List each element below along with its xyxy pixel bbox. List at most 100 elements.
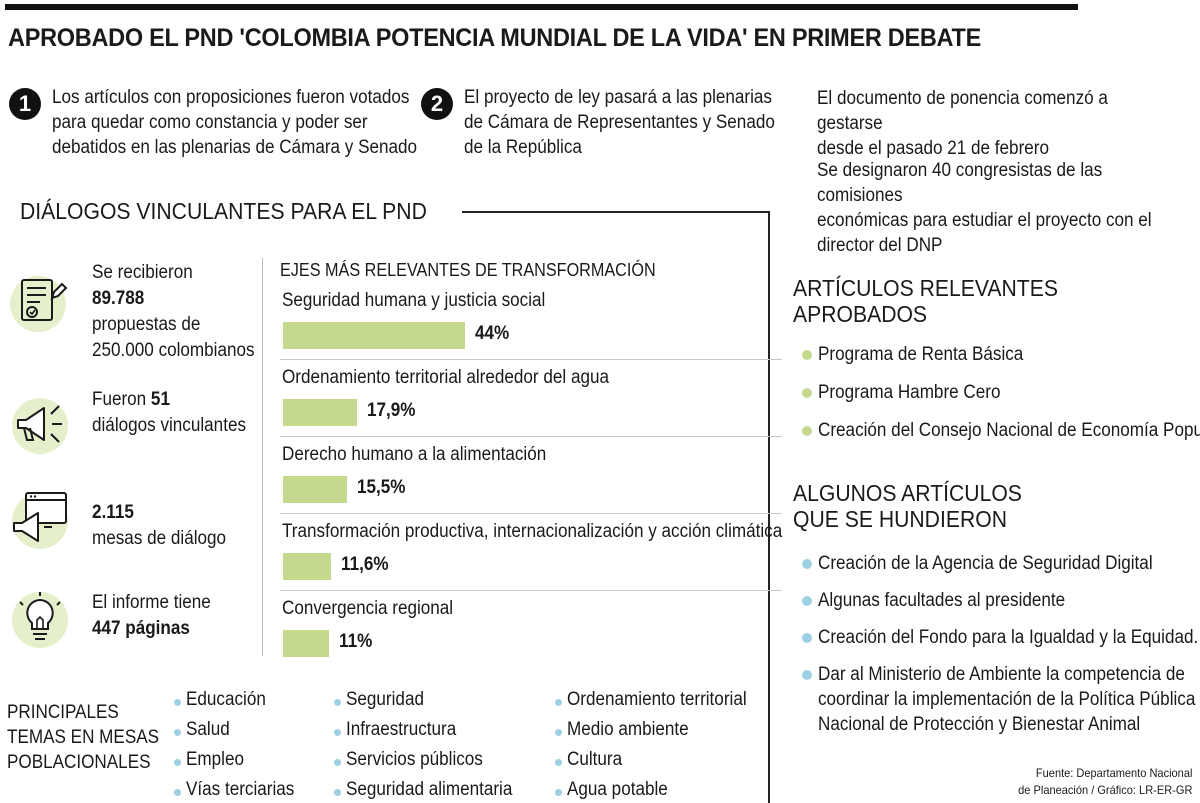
point-1-line-1: Los artículos con proposiciones fueron v… [52, 87, 410, 108]
relevante-item-line: Programa Hambre Cero [818, 382, 1001, 403]
bar-value-label: 11,6% [341, 554, 389, 575]
page-title: APROBADO EL PND 'COLOMBIA POTENCIA MUNDI… [8, 24, 981, 52]
point-1-text: Los artículos con proposiciones fueron v… [52, 85, 417, 160]
stat-propuestas: Se recibieron 89.788 propuestas de 250.0… [92, 260, 255, 364]
megaphone-icon [12, 398, 68, 454]
bullet-dot [802, 426, 812, 436]
stat-informe-value: 447 páginas [92, 618, 190, 639]
hundido-item: Dar al Ministerio de Ambiente la compete… [818, 662, 1195, 737]
info-congresistas-line-2: económicas para estudiar el proyecto con… [817, 210, 1152, 231]
info-congresistas-line-1: Se designaron 40 congresistas de las com… [817, 160, 1103, 206]
bar-label: Ordenamiento territorial alrededor del a… [282, 367, 609, 388]
source-credit: Fuente: Departamento Nacional de Planeac… [1018, 765, 1192, 799]
temas-title: PRINCIPALES TEMAS EN MESAS POBLACIONALES [7, 700, 159, 775]
stat-mesas: 2.115 mesas de diálogo [92, 500, 226, 552]
document-pen-icon [10, 276, 68, 332]
bar-separator [280, 513, 782, 514]
tema-dot [334, 759, 341, 766]
tema-item: Ordenamiento territorial [567, 689, 747, 710]
stat-propuestas-post2: 250.000 colombianos [92, 340, 255, 361]
hundidos-title: ALGUNOS ARTÍCULOS QUE SE HUNDIERON [793, 480, 1022, 532]
hundidos-title-line-1: ALGUNOS ARTÍCULOS [793, 480, 1022, 506]
bar-label: Convergencia regional [282, 598, 454, 619]
tema-dot [174, 759, 181, 766]
stat-dialogos-pre: Fueron [92, 389, 151, 410]
frame-right-line [768, 211, 770, 803]
point-2-text: El proyecto de ley pasará a las plenaria… [464, 85, 775, 160]
stat-dialogos: Fueron 51 diálogos vinculantes [92, 387, 246, 439]
tema-item: Empleo [186, 749, 244, 770]
stat-dialogos-value: 51 [150, 389, 170, 410]
frame-top-line [462, 211, 770, 213]
chart-title: EJES MÁS RELEVANTES DE TRANSFORMACIÓN [280, 260, 656, 280]
bullet-dot [802, 670, 812, 680]
stat-mesas-post1: mesas de diálogo [92, 528, 227, 549]
bar-value-label: 15,5% [357, 477, 406, 498]
relevante-item-line: Programa de Renta Básica [818, 344, 1024, 365]
bar-value-label: 17,9% [367, 400, 416, 421]
tema-item: Salud [186, 719, 230, 740]
bar [283, 630, 329, 657]
stat-propuestas-pre: Se recibieron [92, 262, 193, 283]
point-2-line-1: El proyecto de ley pasará a las plenaria… [464, 87, 772, 108]
hundido-item: Creación de la Agencia de Seguridad Digi… [818, 551, 1153, 576]
browser-megaphone-icon [12, 492, 68, 549]
point-2-line-2: de Cámara de Representantes y Senado [464, 112, 775, 133]
tema-dot [174, 789, 181, 796]
tema-item: Seguridad [346, 689, 424, 710]
bar [283, 553, 331, 580]
tema-dot [174, 729, 181, 736]
relevantes-title-line-1: ARTÍCULOS RELEVANTES [793, 275, 1058, 301]
tema-item: Agua potable [567, 779, 668, 800]
hundido-item-line: Dar al Ministerio de Ambiente la compete… [818, 664, 1185, 685]
tema-item: Seguridad alimentaria [346, 779, 513, 800]
bar-value-label: 44% [475, 323, 510, 344]
bar [283, 322, 465, 349]
info-congresistas: Se designaron 40 congresistas de las com… [817, 158, 1162, 258]
tema-dot [174, 699, 181, 706]
stat-mesas-value: 2.115 [92, 502, 134, 523]
tema-item: Vías terciarias [186, 779, 295, 800]
column-divider [262, 258, 263, 656]
point-1-line-2: para quedar como constancia y poder ser [52, 112, 368, 133]
tema-item: Cultura [567, 749, 623, 770]
temas-title-line-2: TEMAS EN MESAS [7, 727, 160, 748]
hundido-item-line: Nacional de Protección y Bienestar Anima… [818, 714, 1141, 735]
dialogos-title: DIÁLOGOS VINCULANTES PARA EL PND [20, 198, 427, 224]
info-ponencia: El documento de ponencia comenzó a gesta… [817, 86, 1162, 161]
bar-label: Seguridad humana y justicia social [282, 290, 546, 311]
bar-label: Transformación productiva, internacional… [282, 521, 783, 542]
relevantes-title: ARTÍCULOS RELEVANTES APROBADOS [793, 275, 1058, 327]
source-line-2: de Planeación / Gráfico: LR-ER-GR [1017, 783, 1192, 797]
bar [283, 399, 357, 426]
hundido-item-line: Algunas facultades al presidente [818, 590, 1066, 611]
tema-item: Servicios públicos [346, 749, 483, 770]
hundido-item: Creación del Fondo para la Igualdad y la… [818, 625, 1198, 650]
point-2-badge: 2 [421, 88, 453, 120]
temas-title-line-1: PRINCIPALES [7, 702, 119, 723]
info-ponencia-line-1: El documento de ponencia comenzó a gesta… [817, 88, 1108, 134]
bullet-dot [802, 596, 812, 606]
relevante-item: Creación del Consejo Nacional de Economí… [818, 418, 1200, 443]
tema-dot [555, 699, 562, 706]
stat-propuestas-value: 89.788 [92, 288, 145, 309]
tema-dot [555, 759, 562, 766]
stat-informe: El informe tiene 447 páginas [92, 590, 211, 642]
stat-dialogos-post1: diálogos vinculantes [92, 415, 247, 436]
tema-dot [555, 789, 562, 796]
point-2-line-3: de la República [464, 137, 582, 158]
hundido-item: Algunas facultades al presidente [818, 588, 1065, 613]
point-1-badge: 1 [9, 88, 41, 120]
tema-dot [334, 729, 341, 736]
temas-title-line-3: POBLACIONALES [7, 752, 151, 773]
tema-dot [334, 699, 341, 706]
hundido-item-line: coordinar la implementación de la Políti… [818, 689, 1196, 710]
bar-value-label: 11% [339, 631, 373, 652]
stat-propuestas-post1: propuestas de [92, 314, 201, 335]
bar-separator [280, 590, 782, 591]
tema-dot [334, 789, 341, 796]
hundido-item-line: Creación de la Agencia de Seguridad Digi… [818, 553, 1153, 574]
hundidos-title-line-2: QUE SE HUNDIERON [793, 506, 1007, 532]
lightbulb-icon [12, 592, 68, 648]
relevante-item-line: Creación del Consejo Nacional de Economí… [818, 420, 1200, 441]
